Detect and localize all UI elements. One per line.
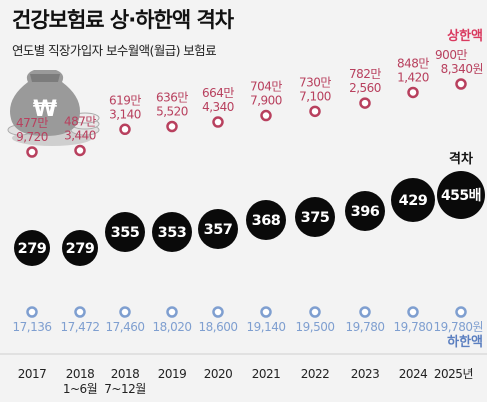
lower-limit-point bbox=[260, 306, 272, 318]
upper-limit-point bbox=[26, 146, 38, 158]
category-label: 2020 bbox=[204, 367, 233, 381]
money-bag-icon: ₩ bbox=[7, 70, 100, 146]
lower-value-label: 17,136 bbox=[13, 320, 52, 334]
lower-value-label: 19,140 bbox=[247, 320, 286, 334]
gap-value-label: 368 bbox=[252, 213, 281, 229]
upper-value-label: 619만 bbox=[109, 93, 141, 107]
upper-value-label: 7,900 bbox=[250, 94, 282, 108]
lower-limit-point bbox=[166, 306, 178, 318]
upper-value-label: 636만 bbox=[156, 90, 188, 104]
gap-circle bbox=[198, 209, 238, 249]
lower-value-label: 19,780 bbox=[394, 320, 433, 334]
upper-limit-point bbox=[455, 78, 467, 90]
category-label: 2023 bbox=[351, 367, 380, 381]
lower-limit-point bbox=[26, 306, 38, 318]
upper-value-label: 782만 bbox=[349, 67, 381, 81]
gap-circle bbox=[62, 230, 98, 266]
upper-limit-point bbox=[212, 116, 224, 128]
gap-circle bbox=[295, 197, 335, 237]
upper-value-label: 664만 bbox=[202, 86, 234, 100]
upper-value-label: 5,520 bbox=[156, 104, 188, 118]
gap-value-label: 279 bbox=[18, 241, 47, 257]
gap-label: 격차 bbox=[449, 151, 473, 167]
lower-value-label: 18,600 bbox=[199, 320, 238, 334]
upper-limit-point bbox=[119, 123, 131, 136]
upper-limit-point bbox=[166, 120, 178, 133]
lower-limit-point bbox=[212, 306, 224, 318]
category-label: 2019 bbox=[158, 367, 187, 381]
chart-subtitle: 연도별 직장가입자 보수월액(월급) 보험료 bbox=[12, 43, 217, 58]
upper-value-label: 900만 bbox=[435, 48, 467, 62]
upper-value-label: 2,560 bbox=[349, 81, 381, 95]
gap-circle bbox=[14, 230, 50, 266]
gap-value-label: 355 bbox=[111, 225, 140, 241]
gap-circle bbox=[437, 171, 485, 219]
upper-value-label: 9,720 bbox=[16, 130, 48, 144]
upper-value-label: 848만 bbox=[397, 56, 429, 70]
gap-value-label: 429 bbox=[399, 193, 428, 209]
lower-limit-label: 하한액 bbox=[447, 334, 483, 350]
category-label: 2017 bbox=[18, 367, 47, 381]
gap-circle bbox=[105, 212, 145, 252]
upper-limit-point bbox=[359, 97, 371, 109]
svg-text:₩: ₩ bbox=[33, 97, 57, 122]
upper-limit-point bbox=[407, 86, 419, 99]
category-label: 7~12월 bbox=[104, 382, 146, 396]
lower-value-label: 19,780 bbox=[346, 320, 385, 334]
lower-limit-point bbox=[309, 306, 321, 318]
chart-title: 건강보험료 상·하한액 격차 bbox=[12, 8, 234, 32]
gap-circle bbox=[391, 178, 435, 222]
gap-value-label: 375 bbox=[301, 210, 330, 226]
gap-circle bbox=[246, 200, 286, 240]
lower-value-label: 17,460 bbox=[106, 320, 145, 334]
upper-limit-point bbox=[260, 109, 272, 122]
lower-limit-point bbox=[119, 306, 131, 318]
gap-value-label: 396 bbox=[351, 204, 380, 220]
upper-value-label: 1,420 bbox=[397, 70, 429, 84]
upper-value-label: 704만 bbox=[250, 80, 282, 94]
lower-value-label: 18,020 bbox=[153, 320, 192, 334]
lower-limit-point bbox=[455, 306, 467, 318]
category-label: 2018 bbox=[66, 367, 95, 381]
category-label: 2021 bbox=[252, 367, 281, 381]
upper-value-label: 3,140 bbox=[109, 107, 141, 121]
lower-value-label: 19,780원 bbox=[433, 320, 483, 334]
gap-value-label: 279 bbox=[66, 241, 95, 257]
upper-value-label: 487만 bbox=[64, 114, 96, 128]
upper-value-label: 730만 bbox=[299, 75, 331, 89]
upper-value-label: 477만 bbox=[16, 116, 48, 130]
lower-limit-point bbox=[74, 306, 86, 318]
upper-value-label: 3,440 bbox=[64, 128, 96, 142]
category-label: 2022 bbox=[301, 367, 330, 381]
gap-circle bbox=[345, 191, 385, 231]
gap-value-label: 455배 bbox=[441, 188, 481, 204]
lower-value-label: 17,472 bbox=[61, 320, 100, 334]
gap-value-label: 357 bbox=[204, 222, 233, 238]
category-label: 2024 bbox=[399, 367, 428, 381]
category-label: 1~6월 bbox=[63, 382, 97, 396]
category-label: 2018 bbox=[111, 367, 140, 381]
upper-value-label: 8,340원 bbox=[441, 62, 483, 76]
upper-limit-point bbox=[309, 105, 321, 118]
gap-circle bbox=[152, 212, 192, 252]
lower-limit-point bbox=[359, 306, 371, 318]
upper-value-label: 7,100 bbox=[299, 89, 331, 103]
lower-value-label: 19,500 bbox=[296, 320, 335, 334]
upper-limit-label: 상한액 bbox=[447, 28, 483, 44]
upper-limit-point bbox=[74, 144, 86, 157]
lower-limit-point bbox=[407, 306, 419, 318]
upper-value-label: 4,340 bbox=[202, 100, 234, 114]
gap-value-label: 353 bbox=[158, 225, 187, 241]
category-label: 2025년 bbox=[434, 367, 473, 381]
